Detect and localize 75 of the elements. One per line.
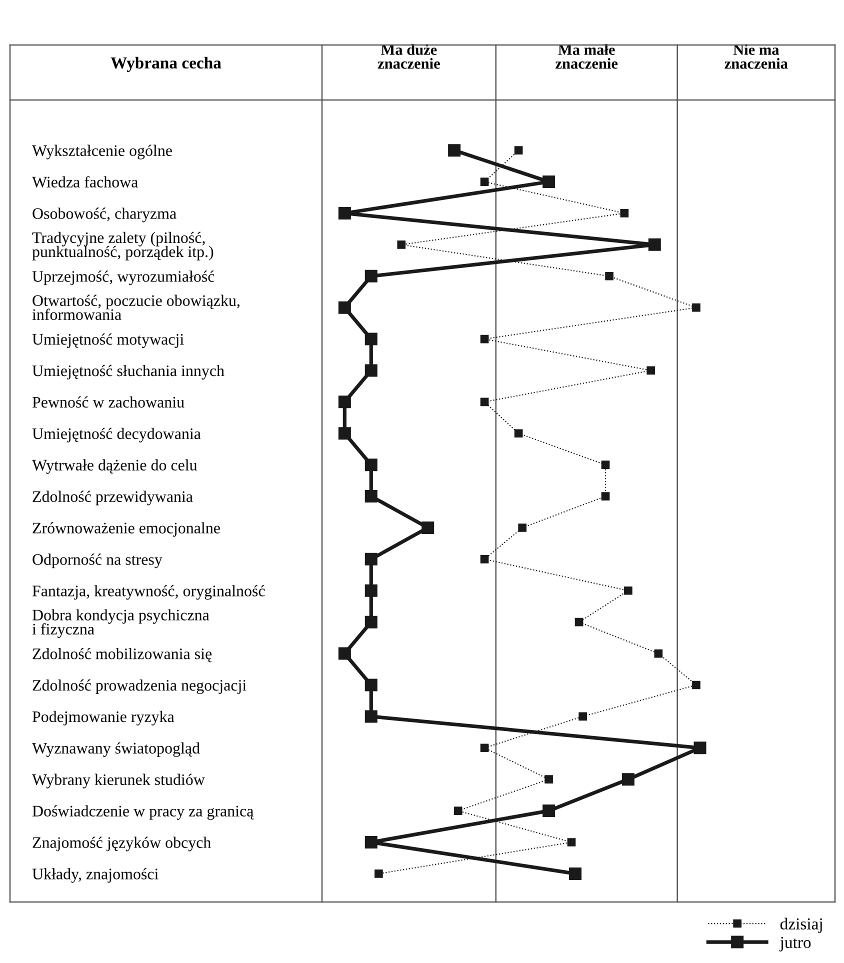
- y-tick-label: Podejmowanie ryzyka: [32, 710, 174, 726]
- point: [364, 584, 378, 597]
- point: [364, 836, 378, 848]
- point: [338, 396, 351, 408]
- y-tick-label: Układy, znajomości: [32, 868, 158, 883]
- point: [514, 429, 523, 438]
- point: [480, 744, 489, 752]
- y-tick-label: Zdolność prowadzenia negocjacji: [32, 679, 246, 694]
- point: [601, 492, 610, 500]
- point: [578, 712, 587, 721]
- point: [338, 647, 351, 660]
- point: [374, 870, 383, 878]
- y-tick-label: Dobra kondycja psychiczna i fizyczna: [32, 609, 210, 638]
- point: [544, 775, 553, 784]
- point: [624, 586, 632, 595]
- y-tick-label: Odporność na stresy: [32, 554, 162, 568]
- y-tick-label: Otwartość, poczucie obowiązku, informowania: [32, 294, 240, 320]
- y-tick-label: Umiejętność decydowania: [32, 428, 201, 442]
- legend-label: dzisiaj: [780, 918, 822, 933]
- point: [601, 460, 610, 469]
- y-tick-label: Doświadczenie w pracy za granicą: [32, 805, 254, 820]
- y-tick-label: Fantazja, kreatywność, oryginalność: [32, 585, 265, 600]
- point: [480, 398, 489, 406]
- y-tick-label: Zdolność mobilizowania się: [32, 648, 212, 662]
- y-tick-label: Pewność w zachowaniu: [32, 396, 184, 408]
- point: [422, 521, 434, 534]
- y-tick-label: Zrównoważenie emocjonalne: [32, 522, 220, 537]
- point: [648, 238, 661, 251]
- point: [364, 552, 378, 566]
- point: [646, 366, 656, 375]
- point: [518, 524, 527, 532]
- y-tick-label: Znajomość języków obcych: [32, 836, 211, 852]
- point: [338, 427, 351, 440]
- point: [692, 303, 700, 312]
- point: [364, 710, 378, 723]
- point: [569, 867, 582, 880]
- y-tick-label: Wyznawany światopogląd: [32, 742, 200, 757]
- y-tick-label: Tradycyjne zalety (pilność, punktualność, porządek itp.): [32, 232, 214, 260]
- point: [397, 240, 406, 249]
- legend-label: jutro: [779, 936, 811, 952]
- y-tick-label: Zdolność przewidywania: [32, 490, 193, 506]
- point: [338, 206, 351, 220]
- y-tick-label: Wybrany kierunek studiów: [32, 774, 205, 788]
- point: [480, 334, 489, 344]
- point: [542, 804, 556, 818]
- point: [692, 680, 700, 690]
- point: [480, 178, 489, 186]
- y-tick-label: Wykształcenie ogólne: [32, 144, 172, 160]
- y-tick-label: Umiejętność motywacji: [32, 333, 184, 348]
- point: [364, 678, 378, 692]
- point: [694, 742, 706, 754]
- point: [364, 490, 378, 503]
- point: [448, 144, 461, 157]
- y-tick-label: Wiedza fachowa: [32, 176, 138, 188]
- point: [364, 616, 378, 628]
- point: [514, 146, 523, 154]
- point: [338, 301, 351, 314]
- point: [574, 618, 584, 626]
- y-tick-label: Umiejętność słuchania innych: [32, 364, 224, 380]
- y-tick-label: Uprzejmość, wyrozumiałość: [32, 270, 214, 286]
- point: [454, 806, 462, 815]
- y-axis-title: Wybrana cecha: [110, 56, 222, 72]
- point: [622, 773, 634, 786]
- point: [605, 272, 614, 280]
- point: [654, 649, 663, 658]
- point: [567, 838, 576, 846]
- point: [364, 270, 378, 282]
- point: [480, 555, 489, 564]
- point: [542, 176, 556, 188]
- point: [364, 458, 378, 472]
- point: [620, 209, 629, 218]
- point: [364, 332, 378, 346]
- y-tick-label: Wytrwałe dążenie do celu: [32, 459, 198, 474]
- y-tick-label: Osobowość, charyzma: [32, 208, 176, 222]
- point: [364, 364, 378, 377]
